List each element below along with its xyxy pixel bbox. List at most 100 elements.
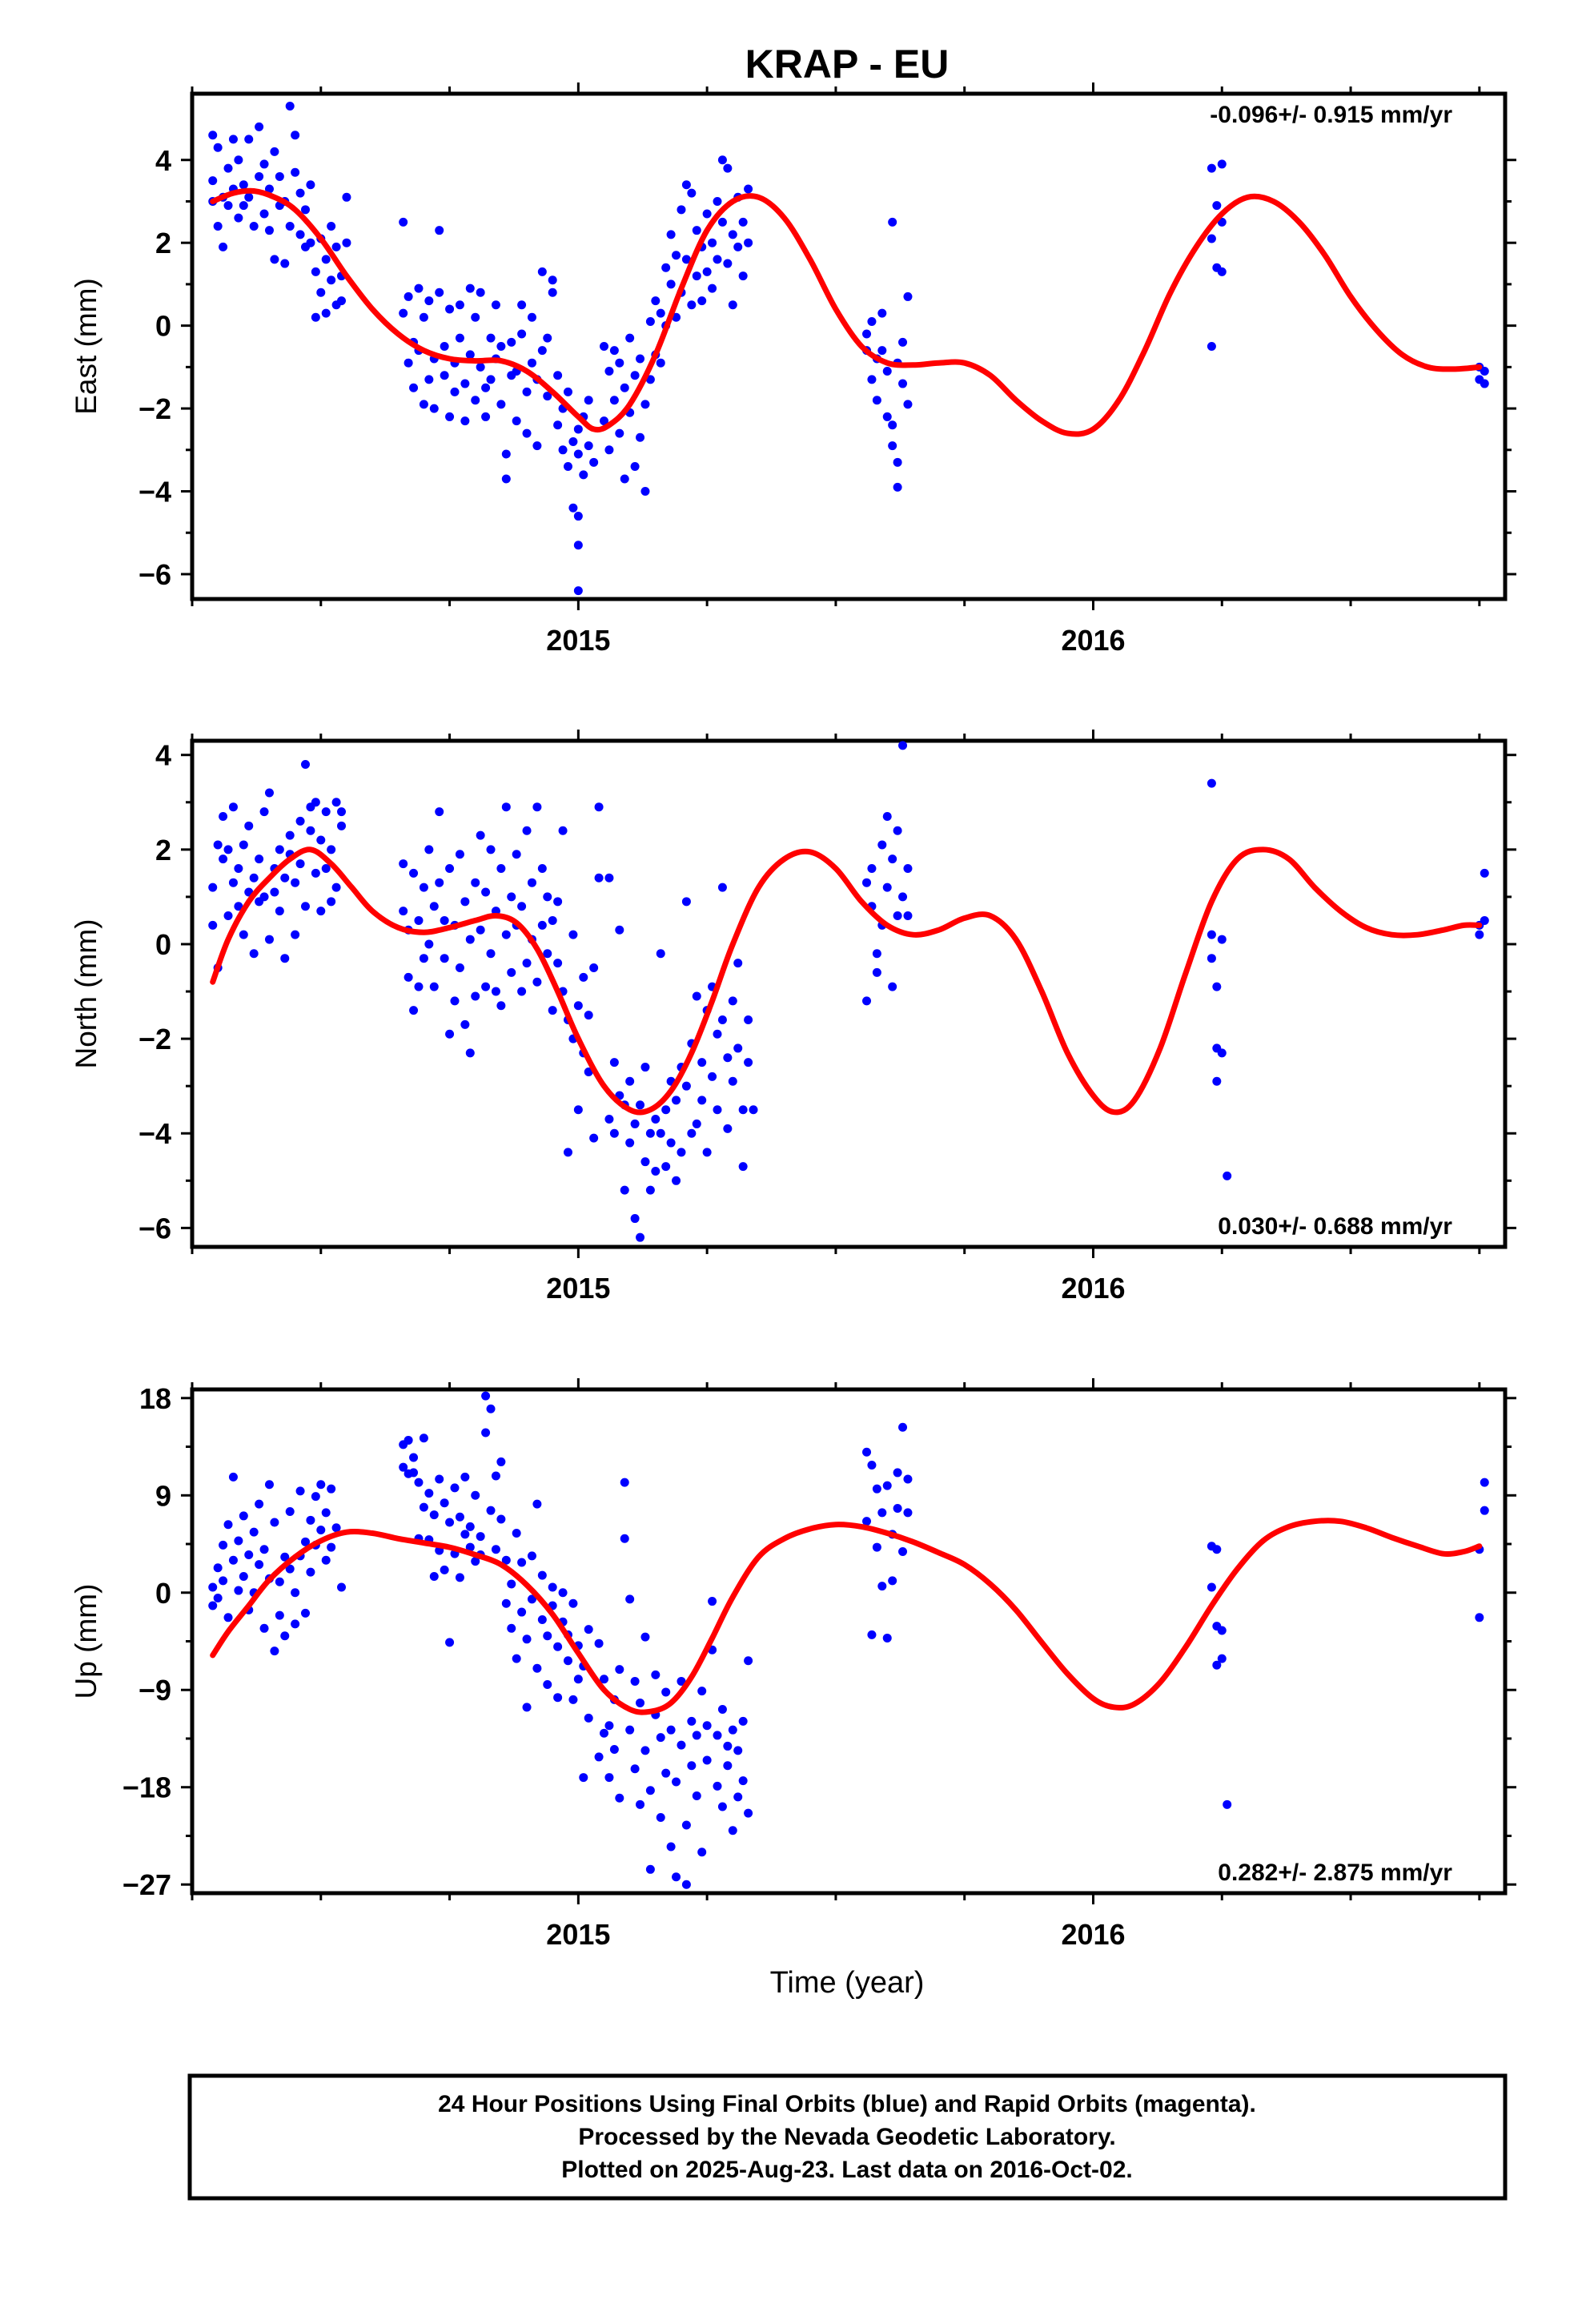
data-point <box>677 1740 686 1750</box>
data-point <box>481 887 491 897</box>
data-point <box>460 1472 470 1482</box>
data-point <box>311 1492 320 1502</box>
data-point <box>244 821 254 830</box>
data-point <box>862 996 872 1006</box>
data-point <box>717 155 727 165</box>
data-point <box>450 996 460 1006</box>
data-point <box>527 878 536 887</box>
data-point <box>713 1781 722 1791</box>
data-point <box>295 230 305 239</box>
data-point <box>898 892 908 902</box>
data-point <box>733 1792 743 1802</box>
data-point <box>311 868 320 878</box>
data-point <box>327 222 336 231</box>
data-point <box>877 308 887 318</box>
data-point <box>244 192 254 202</box>
data-point <box>625 1138 635 1148</box>
data-point <box>517 902 527 911</box>
data-point <box>543 1631 552 1641</box>
data-point <box>337 807 347 817</box>
data-point <box>327 845 336 854</box>
rate-annotation: 0.030+/- 0.688 mm/yr <box>1218 1213 1452 1240</box>
data-point <box>321 308 331 318</box>
data-point <box>584 441 593 451</box>
data-point <box>491 987 500 996</box>
data-point <box>600 342 609 351</box>
data-point <box>532 802 542 812</box>
data-point <box>620 1185 629 1195</box>
data-point <box>501 449 511 459</box>
data-point <box>573 1675 583 1684</box>
data-point <box>656 358 665 368</box>
data-point <box>713 1029 722 1039</box>
data-point <box>321 863 331 873</box>
data-point <box>898 1422 908 1432</box>
data-point <box>440 915 449 925</box>
data-point <box>537 267 547 276</box>
data-point <box>342 192 351 202</box>
data-point <box>645 1786 655 1795</box>
data-point <box>568 1695 578 1704</box>
data-point <box>558 1588 568 1598</box>
data-point <box>713 255 722 264</box>
data-point <box>501 930 511 939</box>
data-point <box>615 428 624 438</box>
data-point <box>507 892 516 902</box>
data-point <box>424 296 434 306</box>
data-point <box>270 255 279 264</box>
data-point <box>270 887 279 897</box>
data-point <box>702 1755 712 1765</box>
data-point <box>681 1880 691 1889</box>
data-point <box>568 1598 578 1608</box>
data-point <box>532 1663 542 1673</box>
east-panel: 2015 2016 −6 −4 −2 0 2 4 East (mm) -0.096+/- 0.91… <box>70 82 1516 657</box>
data-point <box>553 897 563 907</box>
data-point <box>573 424 583 434</box>
data-point <box>275 907 284 916</box>
x-tick-label: 2016 <box>1061 1272 1125 1305</box>
data-point <box>496 863 506 873</box>
data-point <box>522 959 532 968</box>
data-point <box>548 1006 557 1015</box>
data-point <box>877 840 887 850</box>
data-point <box>429 982 439 991</box>
data-point <box>316 1480 326 1490</box>
data-point <box>692 226 701 235</box>
data-point <box>677 1148 686 1157</box>
data-point <box>651 296 661 306</box>
data-point <box>219 812 228 822</box>
data-point <box>862 1517 872 1526</box>
data-point <box>280 1631 290 1641</box>
data-point <box>239 201 248 211</box>
data-point <box>337 1582 347 1592</box>
data-point <box>687 1761 697 1771</box>
data-point <box>234 213 243 223</box>
data-point <box>306 1515 315 1525</box>
data-point <box>903 911 913 921</box>
data-point <box>697 1848 707 1857</box>
data-point <box>476 287 485 297</box>
plot-data <box>208 1391 1489 1889</box>
data-point <box>507 1623 516 1633</box>
data-point <box>1207 163 1216 173</box>
data-point <box>481 412 491 421</box>
data-point <box>717 1015 727 1024</box>
data-point <box>744 184 753 194</box>
data-point <box>321 1508 331 1518</box>
data-point <box>291 167 300 177</box>
data-point <box>1207 1582 1216 1592</box>
data-point <box>471 312 480 322</box>
data-point <box>228 1555 238 1565</box>
rate-annotation: 0.282+/- 2.875 mm/yr <box>1218 1860 1452 1886</box>
data-point <box>625 1594 635 1604</box>
data-point <box>219 242 228 251</box>
data-point <box>609 1744 619 1754</box>
data-point <box>327 897 336 907</box>
data-point <box>744 238 753 247</box>
data-point <box>723 1761 733 1771</box>
data-point <box>702 1721 712 1731</box>
data-point <box>507 337 516 347</box>
data-point <box>213 1594 223 1603</box>
data-point <box>625 333 635 343</box>
data-point <box>738 1776 748 1786</box>
